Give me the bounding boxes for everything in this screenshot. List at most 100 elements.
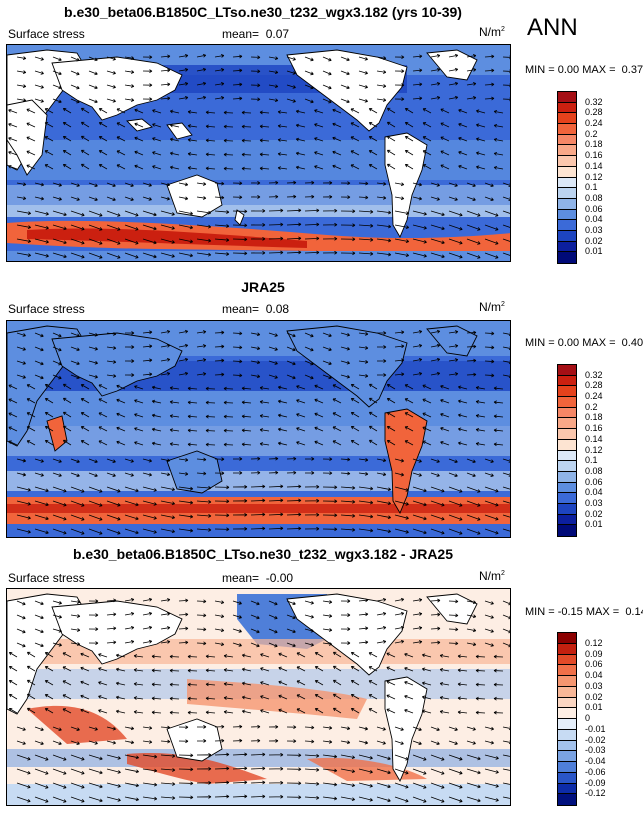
panel-1-mean: mean= 0.07 bbox=[222, 27, 290, 41]
colorbar-tick-label: 0.03 bbox=[585, 680, 603, 691]
colorbar-swatch bbox=[558, 375, 576, 387]
panel-2-units: N/m2 bbox=[479, 300, 505, 314]
colorbar-tick-label: 0.28 bbox=[585, 107, 603, 118]
colorbar-swatch bbox=[558, 751, 576, 762]
colorbar-swatch bbox=[558, 493, 576, 504]
colorbar-swatch bbox=[558, 471, 576, 483]
colorbar-swatch bbox=[558, 386, 576, 398]
colorbar-tick-label: 0.14 bbox=[585, 433, 603, 444]
colorbar-swatch bbox=[558, 503, 576, 515]
colorbar-tick-label: 0.08 bbox=[585, 465, 603, 476]
panel-2-mean: mean= 0.08 bbox=[222, 302, 290, 316]
colorbar-tick-label: -0.04 bbox=[585, 756, 606, 766]
colorbar-tick-label: 0.01 bbox=[585, 519, 603, 530]
colorbar-swatch bbox=[558, 124, 576, 135]
colorbar-swatch bbox=[558, 92, 576, 103]
colorbar-tick-label: 0.02 bbox=[585, 508, 603, 519]
colorbar-swatch bbox=[558, 429, 576, 440]
panel-2-colorbar bbox=[557, 364, 577, 537]
panel-3-colorbar bbox=[557, 632, 577, 806]
colorbar-tick-label: -0.09 bbox=[585, 777, 606, 788]
colorbar-swatch bbox=[558, 177, 576, 189]
colorbar-swatch bbox=[558, 772, 576, 784]
colorbar-tick-label: 0.02 bbox=[585, 235, 603, 246]
panel-1-field-label: Surface stress bbox=[8, 27, 85, 41]
colorbar-swatch bbox=[558, 230, 576, 242]
colorbar-swatch bbox=[558, 188, 576, 199]
colorbar-swatch bbox=[558, 198, 576, 210]
panel-3-minmax: MIN = -0.15 MAX = 0.14 bbox=[525, 606, 643, 618]
colorbar-tick-label: 0.28 bbox=[585, 380, 603, 391]
colorbar-tick-label: -0.03 bbox=[585, 745, 606, 756]
colorbar-swatch bbox=[558, 145, 576, 157]
panel-2-minmax: MIN = 0.00 MAX = 0.40 bbox=[525, 337, 643, 349]
panel-1-minmax: MIN = 0.00 MAX = 0.37 bbox=[525, 64, 643, 76]
colorbar-swatch bbox=[558, 633, 576, 644]
colorbar-tick-label: 0.32 bbox=[585, 96, 603, 107]
colorbar-swatch bbox=[558, 113, 576, 125]
colorbar-tick-label: -0.12 bbox=[585, 788, 606, 799]
colorbar-tick-label: -0.06 bbox=[585, 766, 606, 777]
colorbar-tick-label: 0.24 bbox=[585, 391, 603, 402]
panel-1-title: b.e30_beta06.B1850C_LTso.ne30_t232_wgx3.… bbox=[64, 4, 462, 20]
colorbar-tick-label: 0.18 bbox=[585, 139, 603, 150]
colorbar-swatch bbox=[558, 686, 576, 698]
colorbar-tick-label: 0.18 bbox=[585, 412, 603, 423]
panel-3-units: N/m2 bbox=[479, 569, 505, 583]
colorbar-tick-label: 0.2 bbox=[585, 401, 598, 412]
colorbar-swatch bbox=[558, 794, 576, 805]
colorbar-swatch bbox=[558, 365, 576, 376]
panel-3-field-label: Surface stress bbox=[8, 571, 85, 585]
colorbar-swatch bbox=[558, 676, 576, 687]
colorbar-swatch bbox=[558, 665, 576, 676]
colorbar-tick-label: 0.24 bbox=[585, 118, 603, 129]
colorbar-swatch bbox=[558, 708, 576, 719]
colorbar-tick-label: 0.03 bbox=[585, 497, 603, 508]
colorbar-swatch bbox=[558, 209, 576, 221]
colorbar-swatch bbox=[558, 439, 576, 451]
colorbar-tick-label: 0 bbox=[585, 713, 591, 723]
colorbar-swatch bbox=[558, 729, 576, 741]
panel-1-colorbar bbox=[557, 91, 577, 264]
colorbar-swatch bbox=[558, 450, 576, 462]
colorbar-tick-label: 0.01 bbox=[585, 246, 603, 257]
colorbar-swatch bbox=[558, 719, 576, 730]
colorbar-swatch bbox=[558, 397, 576, 408]
panel-1-units: N/m2 bbox=[479, 25, 505, 39]
colorbar-swatch bbox=[558, 697, 576, 709]
colorbar-swatch bbox=[558, 156, 576, 167]
panel-3-map bbox=[6, 588, 511, 806]
colorbar-swatch bbox=[558, 418, 576, 430]
colorbar-swatch bbox=[558, 762, 576, 773]
colorbar-tick-label: 0.2 bbox=[585, 128, 598, 139]
panel-3-title: b.e30_beta06.B1850C_LTso.ne30_t232_wgx3.… bbox=[72, 546, 454, 562]
colorbar-tick-label: 0.06 bbox=[585, 203, 603, 214]
colorbar-swatch bbox=[558, 220, 576, 231]
colorbar-tick-label: 0.09 bbox=[585, 648, 603, 659]
colorbar-swatch bbox=[558, 482, 576, 494]
colorbar-swatch bbox=[558, 166, 576, 178]
colorbar-tick-label: 0.12 bbox=[585, 171, 603, 182]
colorbar-tick-label: 0.06 bbox=[585, 476, 603, 487]
colorbar-swatch bbox=[558, 407, 576, 419]
season-label: ANN bbox=[527, 14, 578, 41]
colorbar-tick-label: 0.14 bbox=[585, 160, 603, 171]
colorbar-swatch bbox=[558, 461, 576, 472]
colorbar-tick-label: 0.08 bbox=[585, 192, 603, 203]
colorbar-tick-label: 0.32 bbox=[585, 369, 603, 380]
colorbar-swatch bbox=[558, 643, 576, 655]
colorbar-tick-label: 0.1 bbox=[585, 455, 598, 466]
colorbar-swatch bbox=[558, 525, 576, 536]
colorbar-swatch bbox=[558, 102, 576, 114]
panel-3-mean: mean= -0.00 bbox=[222, 571, 294, 585]
colorbar-tick-label: 0.16 bbox=[585, 423, 603, 434]
colorbar-swatch bbox=[558, 740, 576, 752]
colorbar-tick-label: 0.1 bbox=[585, 182, 598, 193]
colorbar-tick-label: 0.01 bbox=[585, 702, 603, 713]
colorbar-tick-label: -0.02 bbox=[585, 734, 606, 745]
colorbar-swatch bbox=[558, 514, 576, 526]
colorbar-tick-label: 0.06 bbox=[585, 659, 603, 670]
colorbar-tick-label: 0.03 bbox=[585, 224, 603, 235]
colorbar-tick-label: 0.16 bbox=[585, 150, 603, 161]
colorbar-tick-label: 0.02 bbox=[585, 691, 603, 702]
